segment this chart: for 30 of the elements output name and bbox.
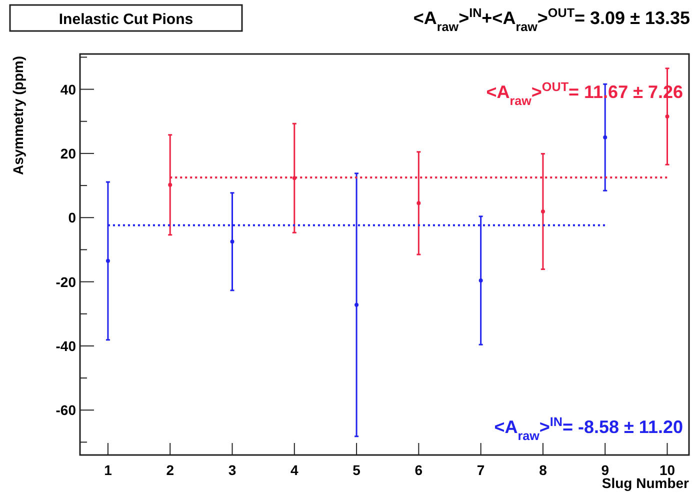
point bbox=[354, 302, 359, 307]
point bbox=[603, 135, 608, 140]
y-tick-label: 40 bbox=[60, 81, 76, 98]
y-tick-label: -40 bbox=[56, 338, 76, 354]
point bbox=[416, 201, 421, 206]
point bbox=[478, 278, 483, 282]
y-tick-label: 20 bbox=[60, 145, 76, 162]
text: <A$_{raw}$>$^{IN}$+<A$_{raw}$>$^{OUT}$= 3.09 ± 13.35 bbox=[413, 6, 690, 34]
point bbox=[540, 210, 545, 214]
x-tick-label: 7 bbox=[476, 462, 485, 478]
x-tick-label: 9 bbox=[601, 462, 610, 478]
x-tick-label: 4 bbox=[290, 462, 298, 478]
x-tick-label: 8 bbox=[539, 462, 548, 478]
y-tick-label: -60 bbox=[56, 402, 76, 418]
y-axis-title: Asymmetry (ppm) bbox=[10, 56, 26, 176]
x-tick-label: 1 bbox=[104, 462, 112, 478]
point bbox=[168, 182, 172, 187]
x-tick-label: 2 bbox=[166, 462, 174, 478]
x-tick-label: 6 bbox=[414, 462, 423, 478]
x-tick-label: 3 bbox=[228, 462, 236, 478]
point bbox=[230, 240, 234, 244]
chart-title: Inelastic Cut Pions bbox=[58, 11, 194, 28]
point bbox=[106, 258, 110, 263]
x-axis-title: Slug Number bbox=[602, 475, 690, 491]
x-tick-label: 10 bbox=[659, 462, 676, 478]
point bbox=[665, 114, 670, 119]
y-tick-label: 0 bbox=[68, 210, 76, 226]
y-tick-label: -20 bbox=[56, 274, 76, 290]
annotation: <A$_{raw}$>$^{IN}$= -8.58 ± 11.20 bbox=[494, 415, 683, 443]
x-tick-label: 5 bbox=[352, 462, 361, 478]
